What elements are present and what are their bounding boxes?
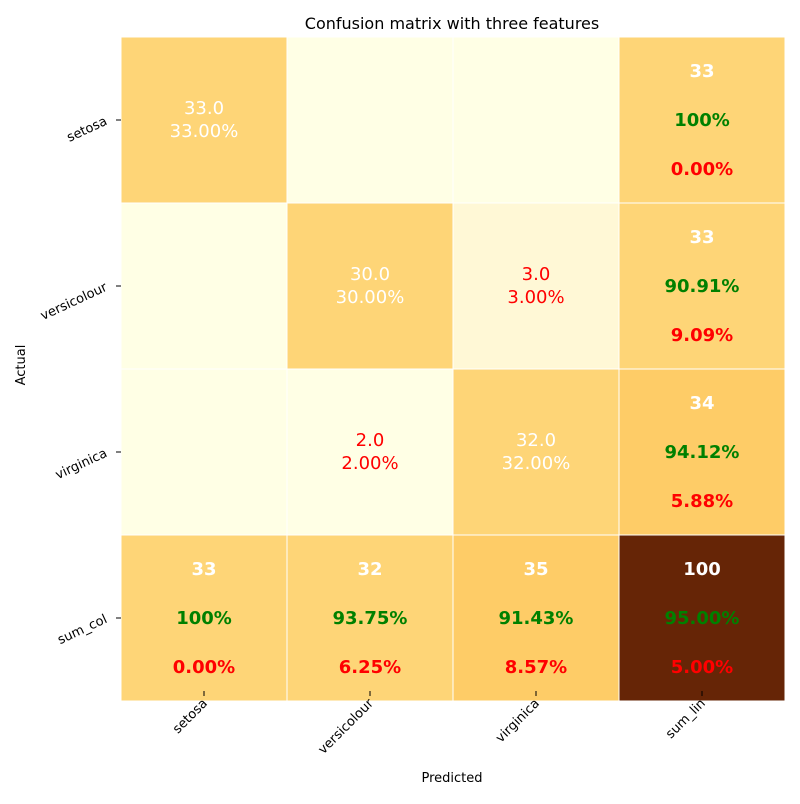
col-sum-error-label: 8.57% — [505, 657, 567, 678]
col-sum-total-label: 32 — [357, 559, 382, 580]
cell-value-label: 2.0 — [356, 430, 385, 451]
heatmap-cell-r2-c1 — [286, 368, 454, 536]
row-sum-correct-label: 90.91% — [665, 276, 740, 297]
col-sum-correct-label: 91.43% — [499, 608, 574, 629]
heatmap-cell-r3-c0 — [120, 534, 288, 702]
y-tick-label: sum_col — [55, 612, 109, 648]
heatmap-cell-r0-c3 — [618, 36, 786, 204]
row-sum-correct-label: 100% — [674, 110, 730, 131]
cell-value-label: 33.0 — [184, 98, 224, 119]
y-tick-label: setosa — [65, 114, 110, 146]
heatmap-cell-r1-c2 — [452, 202, 620, 370]
heatmap-cell-r0-c1 — [286, 36, 454, 204]
row-sum-error-label: 0.00% — [671, 159, 733, 180]
y-axis: setosa versicolour virginica sum_col — [38, 114, 121, 648]
y-axis-label: Actual — [14, 345, 29, 386]
cell-value-label: 32.0 — [516, 430, 556, 451]
heatmap-cell-r2-c2 — [452, 368, 620, 536]
col-sum-error-label: 0.00% — [173, 657, 235, 678]
heatmap-cell-r3-c3 — [618, 534, 786, 702]
heatmap-cell-r3-c2 — [452, 534, 620, 702]
heatmap-cell-r1-c0 — [120, 202, 288, 370]
x-axis-label: Predicted — [421, 771, 482, 786]
cell-percent-label: 30.00% — [336, 287, 405, 308]
heatmap-cell-r1-c3 — [618, 202, 786, 370]
x-tick-label: virginica — [493, 696, 543, 746]
heatmap-cells — [120, 36, 786, 702]
heatmap-cell-r0-c0 — [120, 36, 288, 204]
grand-total-total-label: 100 — [683, 559, 721, 580]
x-tick-label: versicolour — [316, 696, 378, 758]
col-sum-total-label: 35 — [523, 559, 548, 580]
cell-value-label: 3.0 — [522, 264, 551, 285]
grand-total-error-label: 5.00% — [671, 657, 733, 678]
row-sum-correct-label: 94.12% — [665, 442, 740, 463]
heatmap-cell-r2-c3 — [618, 368, 786, 536]
x-tick-label: setosa — [170, 696, 211, 737]
col-sum-error-label: 6.25% — [339, 657, 401, 678]
grand-total-correct-label: 95.00% — [665, 608, 740, 629]
x-tick-label: sum_lin — [663, 696, 709, 742]
heatmap-cell-r1-c1 — [286, 202, 454, 370]
row-sum-error-label: 5.88% — [671, 491, 733, 512]
col-sum-correct-label: 93.75% — [333, 608, 408, 629]
cell-percent-label: 2.00% — [341, 453, 398, 474]
heatmap-cell-r2-c0 — [120, 368, 288, 536]
row-sum-error-label: 9.09% — [671, 325, 733, 346]
cell-percent-label: 33.00% — [170, 121, 239, 142]
heatmap-cell-r0-c2 — [452, 36, 620, 204]
y-tick-label: versicolour — [38, 280, 110, 324]
row-sum-total-label: 33 — [689, 227, 714, 248]
heatmap-annotations: 33.033.00% 30.030.00% 3.03.00% 2.02.00% 32.0… — [170, 61, 740, 678]
y-tick-label: virginica — [53, 446, 109, 483]
heatmap-cell-r3-c1 — [286, 534, 454, 702]
col-sum-correct-label: 100% — [176, 608, 232, 629]
cell-value-label: 30.0 — [350, 264, 390, 285]
chart-title: Confusion matrix with three features — [305, 14, 599, 33]
col-sum-total-label: 33 — [191, 559, 216, 580]
cell-percent-label: 3.00% — [507, 287, 564, 308]
cell-percent-label: 32.00% — [502, 453, 571, 474]
row-sum-total-label: 34 — [689, 393, 714, 414]
row-sum-total-label: 33 — [689, 61, 714, 82]
